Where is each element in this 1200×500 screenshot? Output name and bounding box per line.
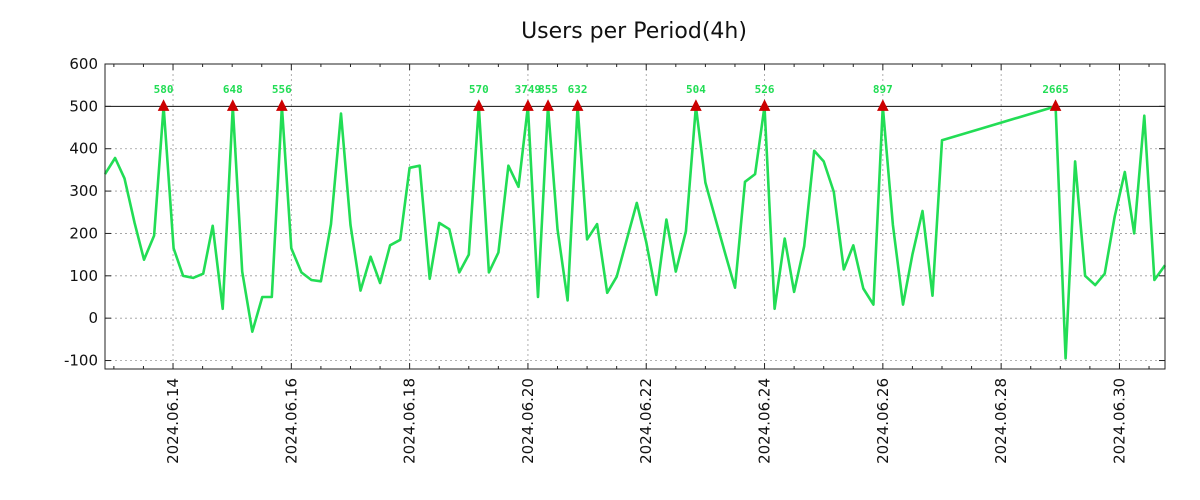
grid-layer bbox=[105, 64, 1165, 369]
peak-marker bbox=[571, 99, 584, 111]
y-tick-label: 300 bbox=[69, 182, 98, 200]
chart-title: Users per Period(4h) bbox=[521, 19, 747, 44]
y-tick-label: 100 bbox=[69, 267, 98, 285]
peak-value-label: 526 bbox=[755, 83, 775, 96]
peak-value-label: 3749 bbox=[515, 83, 542, 96]
peak-marker bbox=[157, 99, 170, 111]
peak-value-label: 504 bbox=[686, 83, 706, 96]
x-axis: 2024.06.14 2024.06.16 2024.06.18 2024.06.20… bbox=[113, 64, 1150, 464]
peak-value-label: 648 bbox=[223, 83, 243, 96]
y-axis: -100 0 100 200 300 400 500 600 bbox=[64, 55, 1165, 370]
peak-value-label: 580 bbox=[154, 83, 174, 96]
y-tick-label: 400 bbox=[69, 140, 98, 158]
x-tick-label: 2024.06.16 bbox=[282, 378, 300, 464]
peak-value-label: 570 bbox=[469, 83, 489, 96]
y-tick-label: 200 bbox=[69, 224, 98, 242]
peak-marker bbox=[758, 99, 771, 111]
y-tick-label: 500 bbox=[69, 97, 98, 115]
peak-marker bbox=[1049, 99, 1062, 111]
peak-marker bbox=[276, 99, 288, 111]
y-tick-label: 0 bbox=[88, 309, 98, 327]
x-tick-label: 2024.06.20 bbox=[519, 378, 537, 464]
x-tick-label: 2024.06.24 bbox=[756, 378, 774, 464]
peak-marker bbox=[542, 99, 554, 111]
x-tick-label: 2024.06.28 bbox=[992, 378, 1010, 464]
peak-value-label: 855 bbox=[538, 83, 558, 96]
series-layer bbox=[103, 105, 1167, 360]
x-tick-label: 2024.06.22 bbox=[637, 378, 655, 464]
x-tick-label: 2024.06.14 bbox=[164, 378, 182, 464]
peak-marker bbox=[877, 99, 889, 111]
peak-value-label: 556 bbox=[272, 83, 292, 96]
x-tick-label: 2024.06.18 bbox=[401, 378, 419, 464]
plot-frame bbox=[104, 63, 1166, 370]
peak-marker bbox=[226, 99, 239, 111]
y-tick-label: -100 bbox=[64, 352, 98, 370]
peak-marker bbox=[690, 99, 702, 111]
peak-value-label: 897 bbox=[873, 83, 893, 96]
peak-value-label: 632 bbox=[568, 83, 588, 96]
x-tick-label: 2024.06.26 bbox=[874, 378, 892, 464]
y-tick-label: 600 bbox=[69, 55, 98, 73]
peak-marker bbox=[473, 99, 485, 111]
series-line-users bbox=[103, 105, 1167, 360]
peak-value-label: 2665 bbox=[1042, 83, 1069, 96]
peak-marker bbox=[522, 99, 534, 111]
x-tick-label: 2024.06.30 bbox=[1110, 378, 1128, 464]
